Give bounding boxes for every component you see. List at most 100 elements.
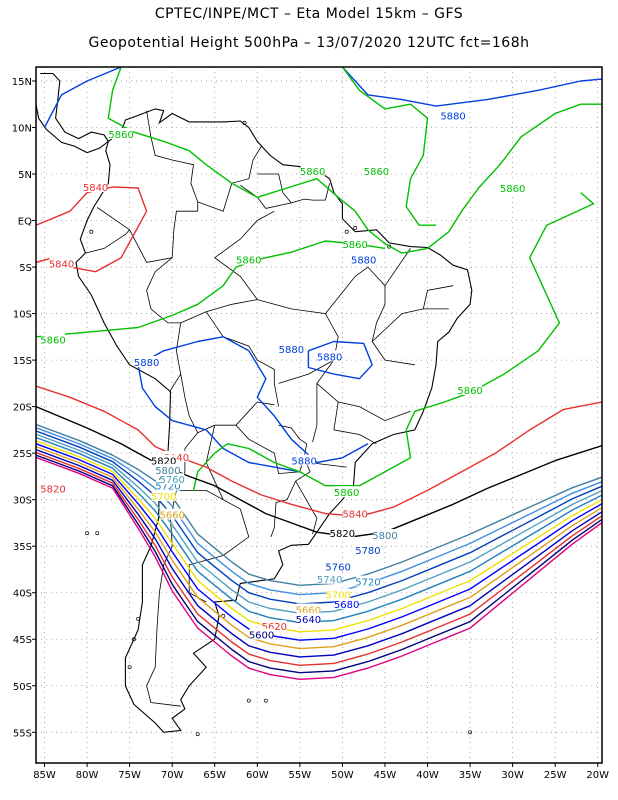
contour-label-bg xyxy=(317,350,342,362)
lon-tick-label: 70W xyxy=(161,770,184,781)
contour-label: 5880 xyxy=(317,352,342,363)
contour-line xyxy=(192,452,216,491)
island xyxy=(136,616,141,621)
contour-line xyxy=(36,448,602,658)
island xyxy=(95,531,100,536)
island xyxy=(195,732,200,737)
map-title-line-1: CPTEC/INPE/MCT – Eta Model 15km – GFS xyxy=(154,6,464,22)
contour-label-bg xyxy=(49,257,74,269)
contour-label-bg xyxy=(355,575,380,587)
contour-label: 5840 xyxy=(83,183,108,194)
contour-line xyxy=(43,67,122,128)
contour-label-bg xyxy=(500,181,525,193)
political-border xyxy=(188,425,250,603)
political-border xyxy=(270,457,311,538)
political-border xyxy=(146,432,199,707)
height-contours xyxy=(36,67,602,680)
map-title-line-2: Geopotential Height 500hPa – 13/07/2020 … xyxy=(88,35,530,51)
political-border xyxy=(176,490,224,501)
contour-label: 5720 xyxy=(355,578,380,589)
lon-tick-label: 20W xyxy=(586,770,609,781)
political-border xyxy=(278,359,335,384)
contour-label: 5880 xyxy=(351,256,376,267)
lat-tick-label: 5N xyxy=(18,170,32,181)
contour-label-bg xyxy=(279,342,304,354)
contour-label: 5740 xyxy=(317,575,342,586)
contour-label-bg xyxy=(160,508,185,520)
political-border xyxy=(197,145,262,212)
contour-line xyxy=(36,240,386,338)
lon-tick-label: 25W xyxy=(544,770,567,781)
lat-tick-label: 10N xyxy=(12,123,32,134)
contour-label: 5760 xyxy=(325,563,350,574)
lon-tick-label: 55W xyxy=(289,770,312,781)
lat-tick-label: 50S xyxy=(13,682,32,693)
lat-tick-label: 15S xyxy=(13,356,32,367)
contour-label-bg xyxy=(83,181,108,193)
lon-tick-label: 60W xyxy=(246,770,269,781)
political-border xyxy=(146,257,182,392)
contour-label-bg xyxy=(330,527,355,539)
contour-label: 5860 xyxy=(457,386,482,397)
lat-tick-label: 15N xyxy=(12,77,32,88)
contour-label-bg xyxy=(441,109,466,121)
political-border xyxy=(146,110,199,212)
contour-label: 5860 xyxy=(236,256,261,267)
political-border xyxy=(85,229,130,254)
contour-label-bg xyxy=(262,620,287,632)
political-border xyxy=(257,173,330,204)
contour-label-bg xyxy=(296,612,321,624)
political-border xyxy=(333,401,377,445)
contour-line xyxy=(36,440,602,633)
contour-label-bg xyxy=(355,543,380,555)
political-border xyxy=(180,374,275,434)
contour-line xyxy=(36,405,602,538)
contour-label: 5700 xyxy=(325,591,350,602)
contour-label: 5820 xyxy=(330,529,355,540)
contour-label: 5660 xyxy=(296,605,321,616)
contour-line xyxy=(36,433,602,614)
island xyxy=(353,226,358,230)
contour-label-bg xyxy=(41,482,66,494)
political-border xyxy=(214,210,275,300)
contour-label: 5880 xyxy=(279,345,304,356)
contour-line xyxy=(341,67,602,107)
lon-tick-label: 35W xyxy=(459,770,482,781)
contour-label-bg xyxy=(458,383,483,395)
contour-label: 5660 xyxy=(159,511,184,522)
contour-line xyxy=(36,430,602,605)
contour-label-bg xyxy=(343,237,368,249)
contour-label-bg xyxy=(364,165,389,177)
political-border xyxy=(295,480,318,535)
contour-label-bg xyxy=(372,529,397,541)
contour-label: 5860 xyxy=(364,167,389,178)
contour-label: 5800 xyxy=(155,466,180,477)
contour-label-bg xyxy=(326,560,351,572)
contour-label: 5620 xyxy=(262,622,287,633)
contour-label: 5880 xyxy=(134,358,159,369)
coastline-borders xyxy=(36,72,473,737)
contour-line xyxy=(107,67,602,254)
political-border xyxy=(371,308,449,342)
lon-tick-label: 50W xyxy=(331,770,354,781)
contour-line xyxy=(36,423,602,586)
contour-label: 5820 xyxy=(151,457,176,468)
island xyxy=(246,698,251,703)
lat-tick-label: 20S xyxy=(13,403,32,414)
contour-label-bg xyxy=(334,597,359,609)
lon-tick-label: 65W xyxy=(203,770,226,781)
contour-label-bg xyxy=(151,489,176,501)
island xyxy=(468,730,473,735)
island xyxy=(242,120,247,125)
contour-label: 5800 xyxy=(372,531,397,542)
contour-label-bg xyxy=(249,628,274,640)
contour-label-bg xyxy=(134,355,159,367)
island xyxy=(127,665,132,670)
contour-label-bg xyxy=(326,588,351,600)
lat-tick-label: 25S xyxy=(13,449,32,460)
political-border xyxy=(240,184,292,209)
contour-label: 5780 xyxy=(355,546,380,557)
political-border xyxy=(312,383,318,443)
contour-line xyxy=(36,385,602,518)
